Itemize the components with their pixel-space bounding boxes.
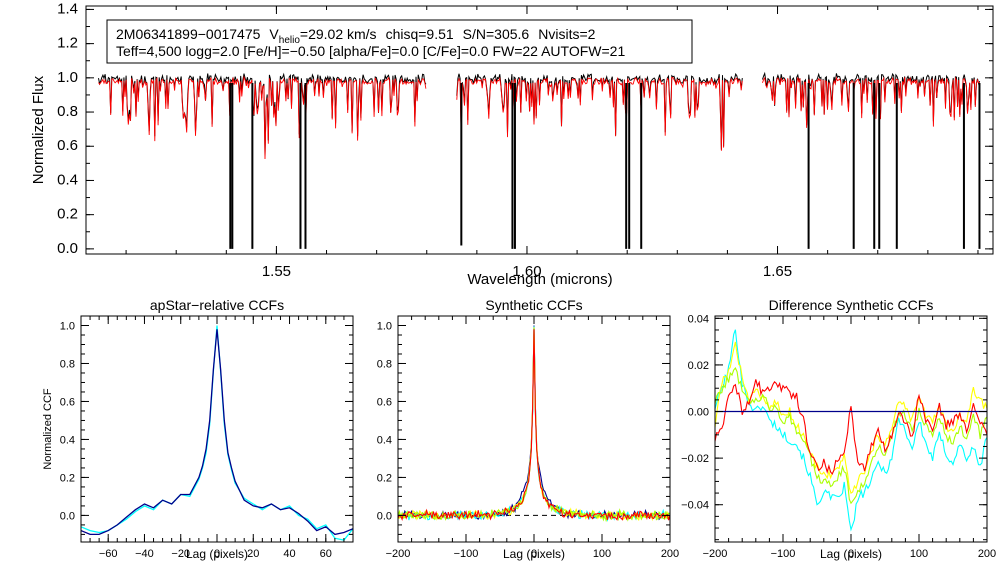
synthetic-ccf-title: Synthetic CCFs	[485, 297, 582, 313]
diff-2-line	[715, 341, 987, 494]
chisq-value: chisq=9.51	[386, 26, 454, 42]
x-tick-label: 60	[320, 548, 332, 560]
x-tick-label: 100	[593, 548, 611, 560]
spectrum-y-label: Normalized Flux	[30, 75, 47, 184]
x-tick-label: 0	[848, 548, 854, 560]
observed-spectrum-chip-1	[98, 72, 427, 157]
model-spectrum-chip-3	[762, 76, 980, 128]
spectrum-ticks: 1.55 1.60 1.65 0.0 0.2 0.4 0.6 0.8 1.0 1.2 1.4	[57, 0, 993, 280]
y-tick-label: 0.8	[60, 358, 75, 370]
x-tick-label: 200	[978, 548, 996, 560]
diff-ccf-panel: −200 −100 0 100 200 −0.04 −0.02 0.00 0.02 0.04 Di…	[681, 297, 996, 561]
nvisits-value: Nvisits=2	[538, 26, 595, 42]
x-tick-label: 0	[214, 548, 220, 560]
apstar-ccf-y-label: Normalized CCF	[42, 388, 54, 470]
diff-ccf-series	[715, 329, 987, 532]
y-tick-label: 1.4	[57, 0, 78, 17]
y-tick-label: 0.4	[57, 171, 78, 188]
x-tick-label: 40	[283, 548, 295, 560]
spectrum-x-label: Wavelength (microns)	[467, 271, 612, 288]
synthetic-ccf-x-label: Lag (pixels)	[503, 547, 565, 561]
x-tick-label: −60	[99, 548, 118, 560]
x-tick-label: 1.65	[763, 263, 792, 280]
y-tick-label: 0.2	[57, 206, 78, 223]
y-tick-label: 0.04	[688, 313, 709, 325]
x-tick-label: 1.55	[262, 263, 291, 280]
apstar-ccf-frame	[80, 315, 354, 543]
y-tick-label: 0.8	[57, 103, 78, 120]
spectrum-series	[98, 71, 981, 249]
apstar-ccf-series	[81, 325, 353, 541]
model-spectrum-chip-1	[98, 75, 427, 160]
y-tick-label: 1.2	[57, 35, 78, 52]
apstar-ccf-ticks: −60 −40 −20 0 20 40 60 0.0 0.2 0.4 0.6 0.8 1.0	[60, 316, 354, 560]
y-tick-label: 0.6	[377, 396, 392, 408]
diff-1-line	[715, 329, 987, 532]
y-tick-label: 0.4	[377, 434, 392, 446]
y-tick-label: 1.0	[60, 320, 75, 332]
x-tick-label: −100	[454, 548, 479, 560]
apstar-ccf-x-label: Lag (pixels)	[186, 547, 248, 561]
x-tick-label: −20	[171, 548, 190, 560]
diff-3-line	[715, 366, 987, 505]
x-tick-label: −40	[135, 548, 154, 560]
x-tick-label: 0	[531, 548, 537, 560]
apstar-ccf-panel: −60 −40 −20 0 20 40 60 0.0 0.2 0.4 0.6 0.8 1.0 apSta…	[42, 297, 354, 561]
y-tick-label: −0.02	[681, 453, 709, 465]
v-helio-value: =29.02 km/s	[300, 26, 377, 42]
spectrum-frame	[85, 5, 994, 255]
y-tick-label: 0.0	[377, 510, 392, 522]
x-tick-label: 20	[247, 548, 259, 560]
y-tick-label: 0.2	[60, 472, 75, 484]
v-subscript: helio	[279, 35, 301, 46]
info-box-border	[106, 19, 693, 64]
info-line-1: 2M06341899−0017475 Vhelio=29.02 km/s chisq…	[116, 26, 596, 46]
synthetic-ccf-series	[398, 325, 670, 523]
y-tick-label: 0.02	[688, 360, 709, 372]
y-tick-label: 0.6	[57, 137, 78, 154]
y-tick-label: 0.4	[60, 434, 75, 446]
synthetic-ccf-panel: −200 −100 0 100 200 0.0 0.2 0.4 0.6 0.8 1.0 Synthe…	[377, 297, 679, 561]
spectrum-panel: 1.55 1.60 1.65 0.0 0.2 0.4 0.6 0.8 1.0 1.2 1.4 2M0…	[30, 0, 994, 288]
synthetic-ccf-ticks: −200 −100 0 100 200 0.0 0.2 0.4 0.6 0.8 1.0	[377, 316, 679, 560]
diff-ccf-x-label: Lag (pixels)	[820, 547, 882, 561]
y-tick-label: 0.0	[57, 240, 78, 257]
y-tick-label: 0.00	[688, 407, 709, 419]
x-tick-label: 1.60	[512, 263, 541, 280]
x-tick-label: 200	[661, 548, 679, 560]
y-tick-label: 1.0	[377, 320, 392, 332]
synthetic-4-line	[398, 328, 670, 523]
y-tick-label: 0.2	[377, 472, 392, 484]
visit-1-line	[81, 325, 353, 541]
x-tick-label: −200	[703, 548, 728, 560]
x-tick-label: 100	[910, 548, 928, 560]
visit-2-line	[81, 329, 353, 536]
v-prefix: V	[269, 26, 279, 42]
diff-ccf-frame	[714, 315, 988, 543]
diff-ccf-ticks: −200 −100 0 100 200 −0.04 −0.02 0.00 0.02 0.04	[681, 313, 996, 560]
y-tick-label: 0.8	[377, 358, 392, 370]
diff-4-line	[715, 379, 987, 476]
model-spectrum-chip-2	[456, 76, 743, 151]
y-tick-label: −0.04	[681, 500, 709, 512]
info-line-2: Teff=4,500 logg=2.0 [Fe/H]=−0.50 [alpha/…	[116, 43, 625, 59]
snr-value: S/N=305.6	[463, 26, 530, 42]
y-tick-label: 1.0	[57, 69, 78, 86]
star-id: 2M06341899−0017475	[116, 26, 261, 42]
x-tick-label: −200	[386, 548, 411, 560]
apstar-ccf-title: apStar−relative CCFs	[150, 297, 284, 313]
x-tick-label: −100	[771, 548, 796, 560]
y-tick-label: 0.0	[60, 510, 75, 522]
y-tick-label: 0.6	[60, 396, 75, 408]
synthetic-ccf-frame	[397, 315, 671, 543]
info-box: 2M06341899−0017475 Vhelio=29.02 km/s chisq…	[106, 19, 693, 64]
synthetic-5-line	[398, 329, 670, 521]
diff-ccf-title: Difference Synthetic CCFs	[769, 297, 934, 313]
